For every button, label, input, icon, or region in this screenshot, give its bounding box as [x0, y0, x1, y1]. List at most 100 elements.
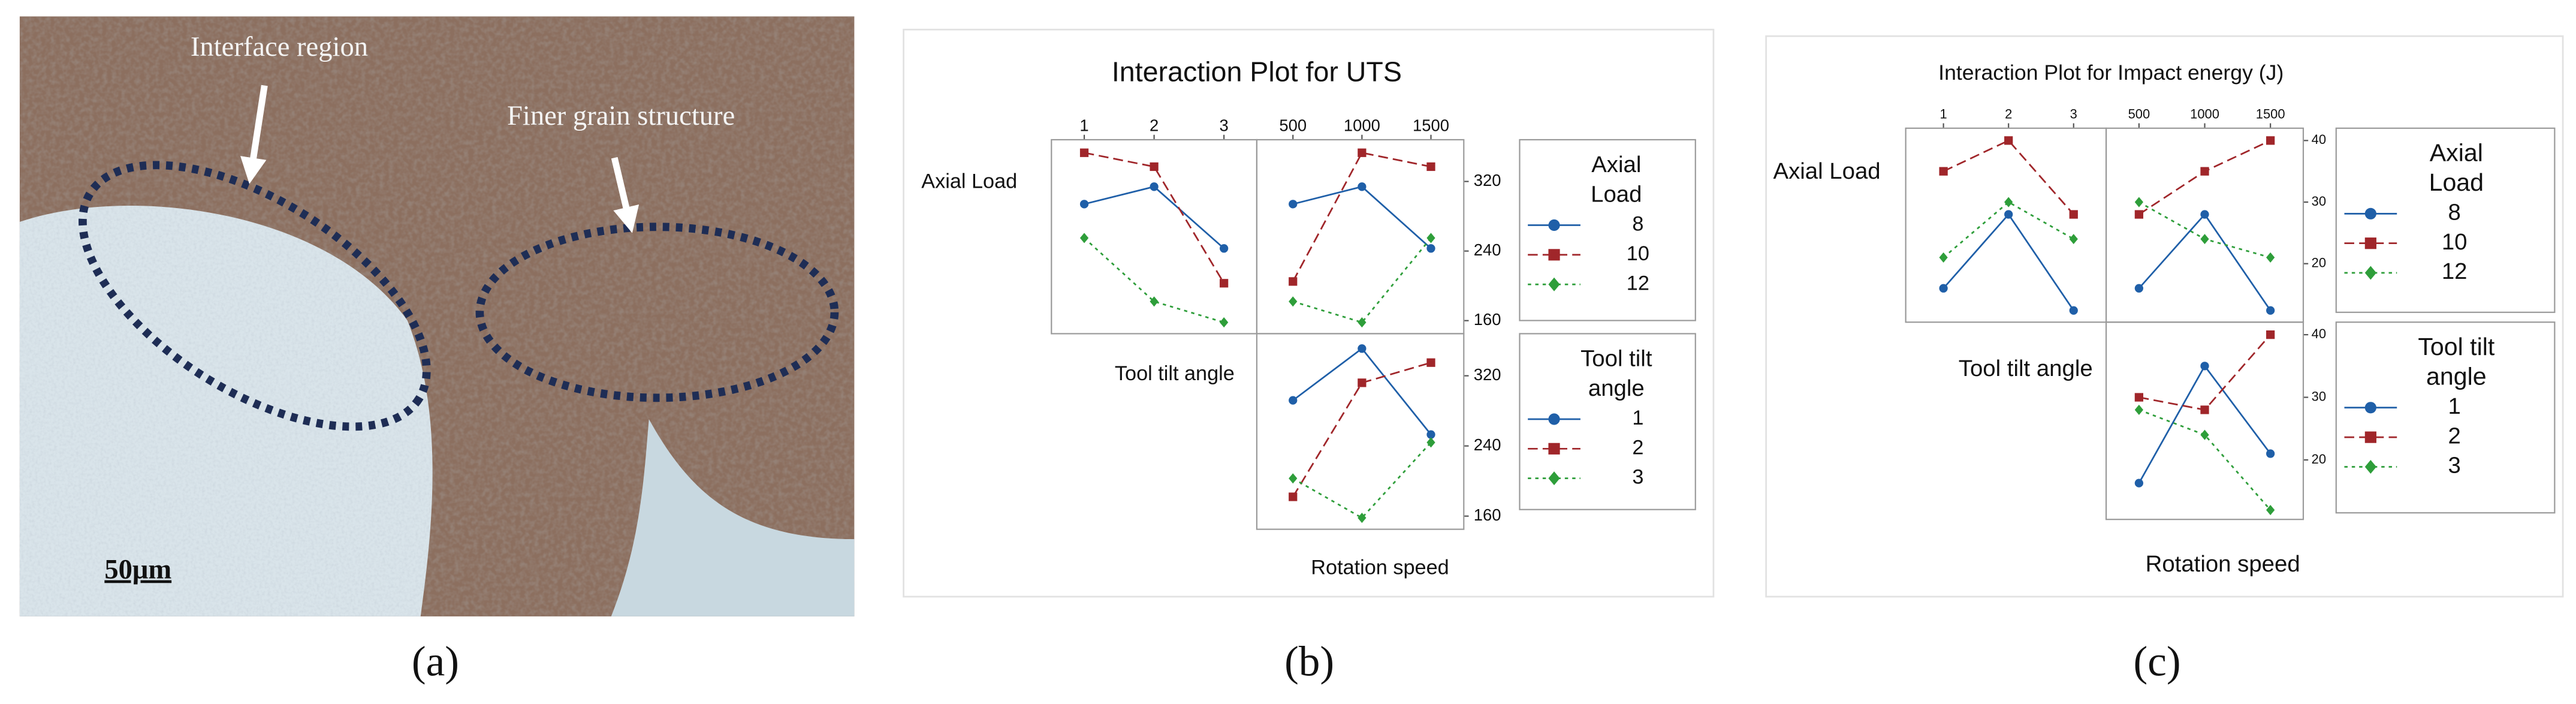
micrograph-label: Finer grain structure	[507, 100, 735, 131]
lower-right-region	[611, 419, 855, 616]
legend-label: 2	[2448, 423, 2460, 449]
data-point	[1079, 148, 1089, 157]
chart-title: Interaction Plot for UTS	[1112, 56, 1402, 88]
x-tick-label: 500	[1279, 116, 1307, 134]
data-point	[1289, 200, 1298, 209]
panel-frame	[2105, 321, 2304, 521]
data-point	[2134, 284, 2144, 293]
data-point	[1426, 358, 1435, 367]
data-point	[1289, 473, 1298, 484]
interface-ellipse	[79, 161, 431, 431]
row-label: Tool tilt angle	[1115, 362, 1235, 385]
data-point	[2134, 404, 2144, 415]
legend-label: 2	[1632, 436, 1643, 459]
x-tick-label: 500	[2128, 107, 2150, 122]
series-line	[2138, 140, 2271, 215]
arrow	[611, 157, 640, 233]
data-point	[1358, 378, 1367, 387]
data-point	[2134, 210, 2144, 219]
chart-frame	[1765, 35, 2564, 598]
panel-label: (a)	[412, 637, 459, 685]
legend-label: 8	[1632, 213, 1643, 236]
scale-bar-label: 50μm	[104, 554, 171, 585]
x-tick-label: 1500	[2256, 107, 2285, 122]
series-line	[1292, 237, 1432, 324]
series-line	[1084, 152, 1225, 284]
data-point	[2200, 167, 2209, 176]
row-label: Axial Load	[1773, 158, 1881, 184]
data-point	[2266, 504, 2275, 516]
y-tick-label: 30	[2312, 389, 2326, 404]
legend-title: angle	[1588, 375, 1645, 401]
x-axis-label: Rotation speed	[2146, 551, 2300, 577]
legend-title: Load	[2429, 169, 2484, 196]
data-point	[1150, 182, 1159, 191]
legend-marker	[1548, 219, 1560, 231]
legend-title: angle	[2426, 362, 2487, 390]
panel-frame	[1905, 127, 2107, 323]
data-point	[2200, 405, 2209, 414]
data-point	[2069, 306, 2078, 315]
y-tick-label: 40	[2312, 326, 2326, 341]
row-label: Axial Load	[921, 170, 1017, 192]
series-line	[1292, 152, 1431, 282]
legend-box	[1519, 333, 1696, 510]
legend-label: 1	[1632, 407, 1643, 429]
legend-title: Axial	[1591, 152, 1641, 177]
data-point	[2004, 210, 2013, 219]
micrograph: Interface region Finer grain structure 5…	[19, 16, 855, 616]
x-axis-label: Rotation speed	[1311, 556, 1449, 579]
data-point	[1289, 492, 1298, 501]
x-tick-label: 2	[2005, 107, 2012, 122]
y-tick-label: 240	[1474, 240, 1501, 259]
data-point	[2200, 429, 2209, 440]
legend-title: Tool tilt	[2418, 333, 2495, 360]
data-point	[1426, 244, 1435, 253]
series-line	[1942, 201, 2074, 258]
legend-label: 10	[2442, 229, 2468, 255]
legend-marker	[2364, 266, 2376, 280]
data-point	[1150, 162, 1159, 172]
legend-title: Load	[1591, 181, 1642, 207]
data-point	[1939, 167, 1948, 176]
x-tick-label: 1000	[1344, 116, 1380, 134]
panel-label: (b)	[1284, 637, 1334, 685]
legend-label: 12	[2442, 258, 2468, 284]
panel-frame	[1256, 333, 1465, 530]
legend-title: Tool tilt	[1580, 345, 1652, 371]
data-point	[1289, 277, 1298, 286]
legend-label: 3	[1632, 466, 1643, 489]
x-tick-label: 3	[1220, 116, 1229, 134]
data-point	[1150, 296, 1159, 307]
data-point	[2069, 210, 2078, 219]
y-tick-label: 320	[1474, 171, 1501, 189]
data-point	[2266, 449, 2275, 458]
data-point	[1939, 252, 1948, 263]
series-line	[1084, 237, 1224, 323]
x-tick-label: 1500	[1413, 116, 1449, 134]
series-line	[1292, 185, 1432, 249]
parent-metal-texture	[19, 205, 433, 616]
chart-frame	[903, 28, 1715, 598]
series-line	[1292, 441, 1432, 519]
data-point	[1426, 162, 1435, 172]
y-tick-label: 20	[2312, 255, 2326, 270]
x-tick-label: 1000	[2190, 107, 2219, 122]
legend-marker	[1548, 249, 1560, 261]
series-line	[2138, 409, 2272, 511]
data-point	[1289, 296, 1298, 307]
y-tick-label: 160	[1474, 506, 1501, 524]
legend-marker	[1548, 471, 1560, 486]
legend-marker	[2364, 237, 2376, 249]
data-point	[2134, 197, 2144, 207]
y-tick-label: 20	[2312, 452, 2326, 467]
data-point	[1220, 279, 1229, 288]
data-point	[1220, 244, 1229, 253]
data-point	[2004, 197, 2013, 207]
y-tick-label: 30	[2312, 194, 2326, 209]
data-point	[1358, 148, 1367, 157]
series-line	[1943, 139, 2074, 215]
data-point	[2004, 136, 2013, 145]
micrograph-label: Interface region	[191, 31, 368, 62]
